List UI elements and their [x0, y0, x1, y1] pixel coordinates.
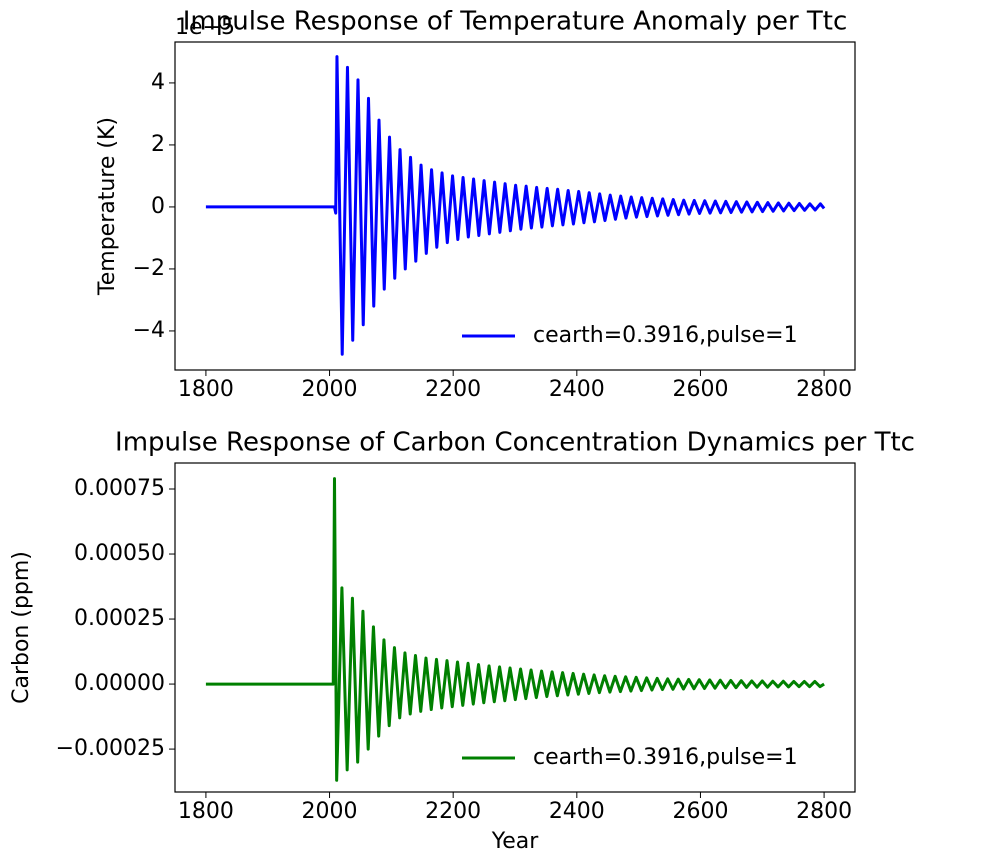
- y-axis-label: Temperature (K): [95, 117, 120, 296]
- x-tick-label: 2800: [796, 377, 852, 402]
- x-axis-label: Year: [491, 829, 540, 854]
- y-tick-label: 2: [151, 132, 165, 157]
- x-tick-label: 2600: [672, 377, 728, 402]
- chart-title: Impulse Response of Temperature Anomaly …: [183, 7, 848, 37]
- data-line: [205, 55, 826, 356]
- x-tick-label: 2400: [549, 377, 605, 402]
- legend-label: cearth=0.3916,pulse=1: [533, 323, 798, 348]
- x-tick-label: 1800: [178, 377, 234, 402]
- x-tick-label: 1800: [178, 799, 234, 824]
- y-tick-label: −4: [133, 318, 165, 343]
- y-tick-label: 4: [151, 70, 165, 95]
- y-axis-label: Carbon (ppm): [9, 551, 34, 704]
- y-tick-label: 0.00000: [74, 671, 165, 696]
- x-tick-label: 2000: [302, 799, 358, 824]
- x-tick-label: 2200: [425, 799, 481, 824]
- legend-label: cearth=0.3916,pulse=1: [533, 745, 798, 770]
- y-tick-label: 0.00075: [74, 476, 165, 501]
- x-tick-label: 2200: [425, 377, 481, 402]
- y-tick-label: −2: [133, 256, 165, 281]
- axes-frame: [174, 462, 856, 793]
- axes-frame: [174, 41, 856, 371]
- x-tick-label: 2800: [796, 799, 852, 824]
- x-tick-label: 2000: [302, 377, 358, 402]
- offset-text: 1e−5: [175, 15, 235, 40]
- data-line: [205, 477, 825, 782]
- y-tick-label: 0: [151, 194, 165, 219]
- x-tick-label: 2600: [672, 799, 728, 824]
- y-tick-label: −0.00025: [56, 736, 165, 761]
- chart-title: Impulse Response of Carbon Concentration…: [115, 428, 915, 458]
- y-tick-label: 0.00050: [74, 541, 165, 566]
- y-tick-label: 0.00025: [74, 606, 165, 631]
- x-tick-label: 2400: [549, 799, 605, 824]
